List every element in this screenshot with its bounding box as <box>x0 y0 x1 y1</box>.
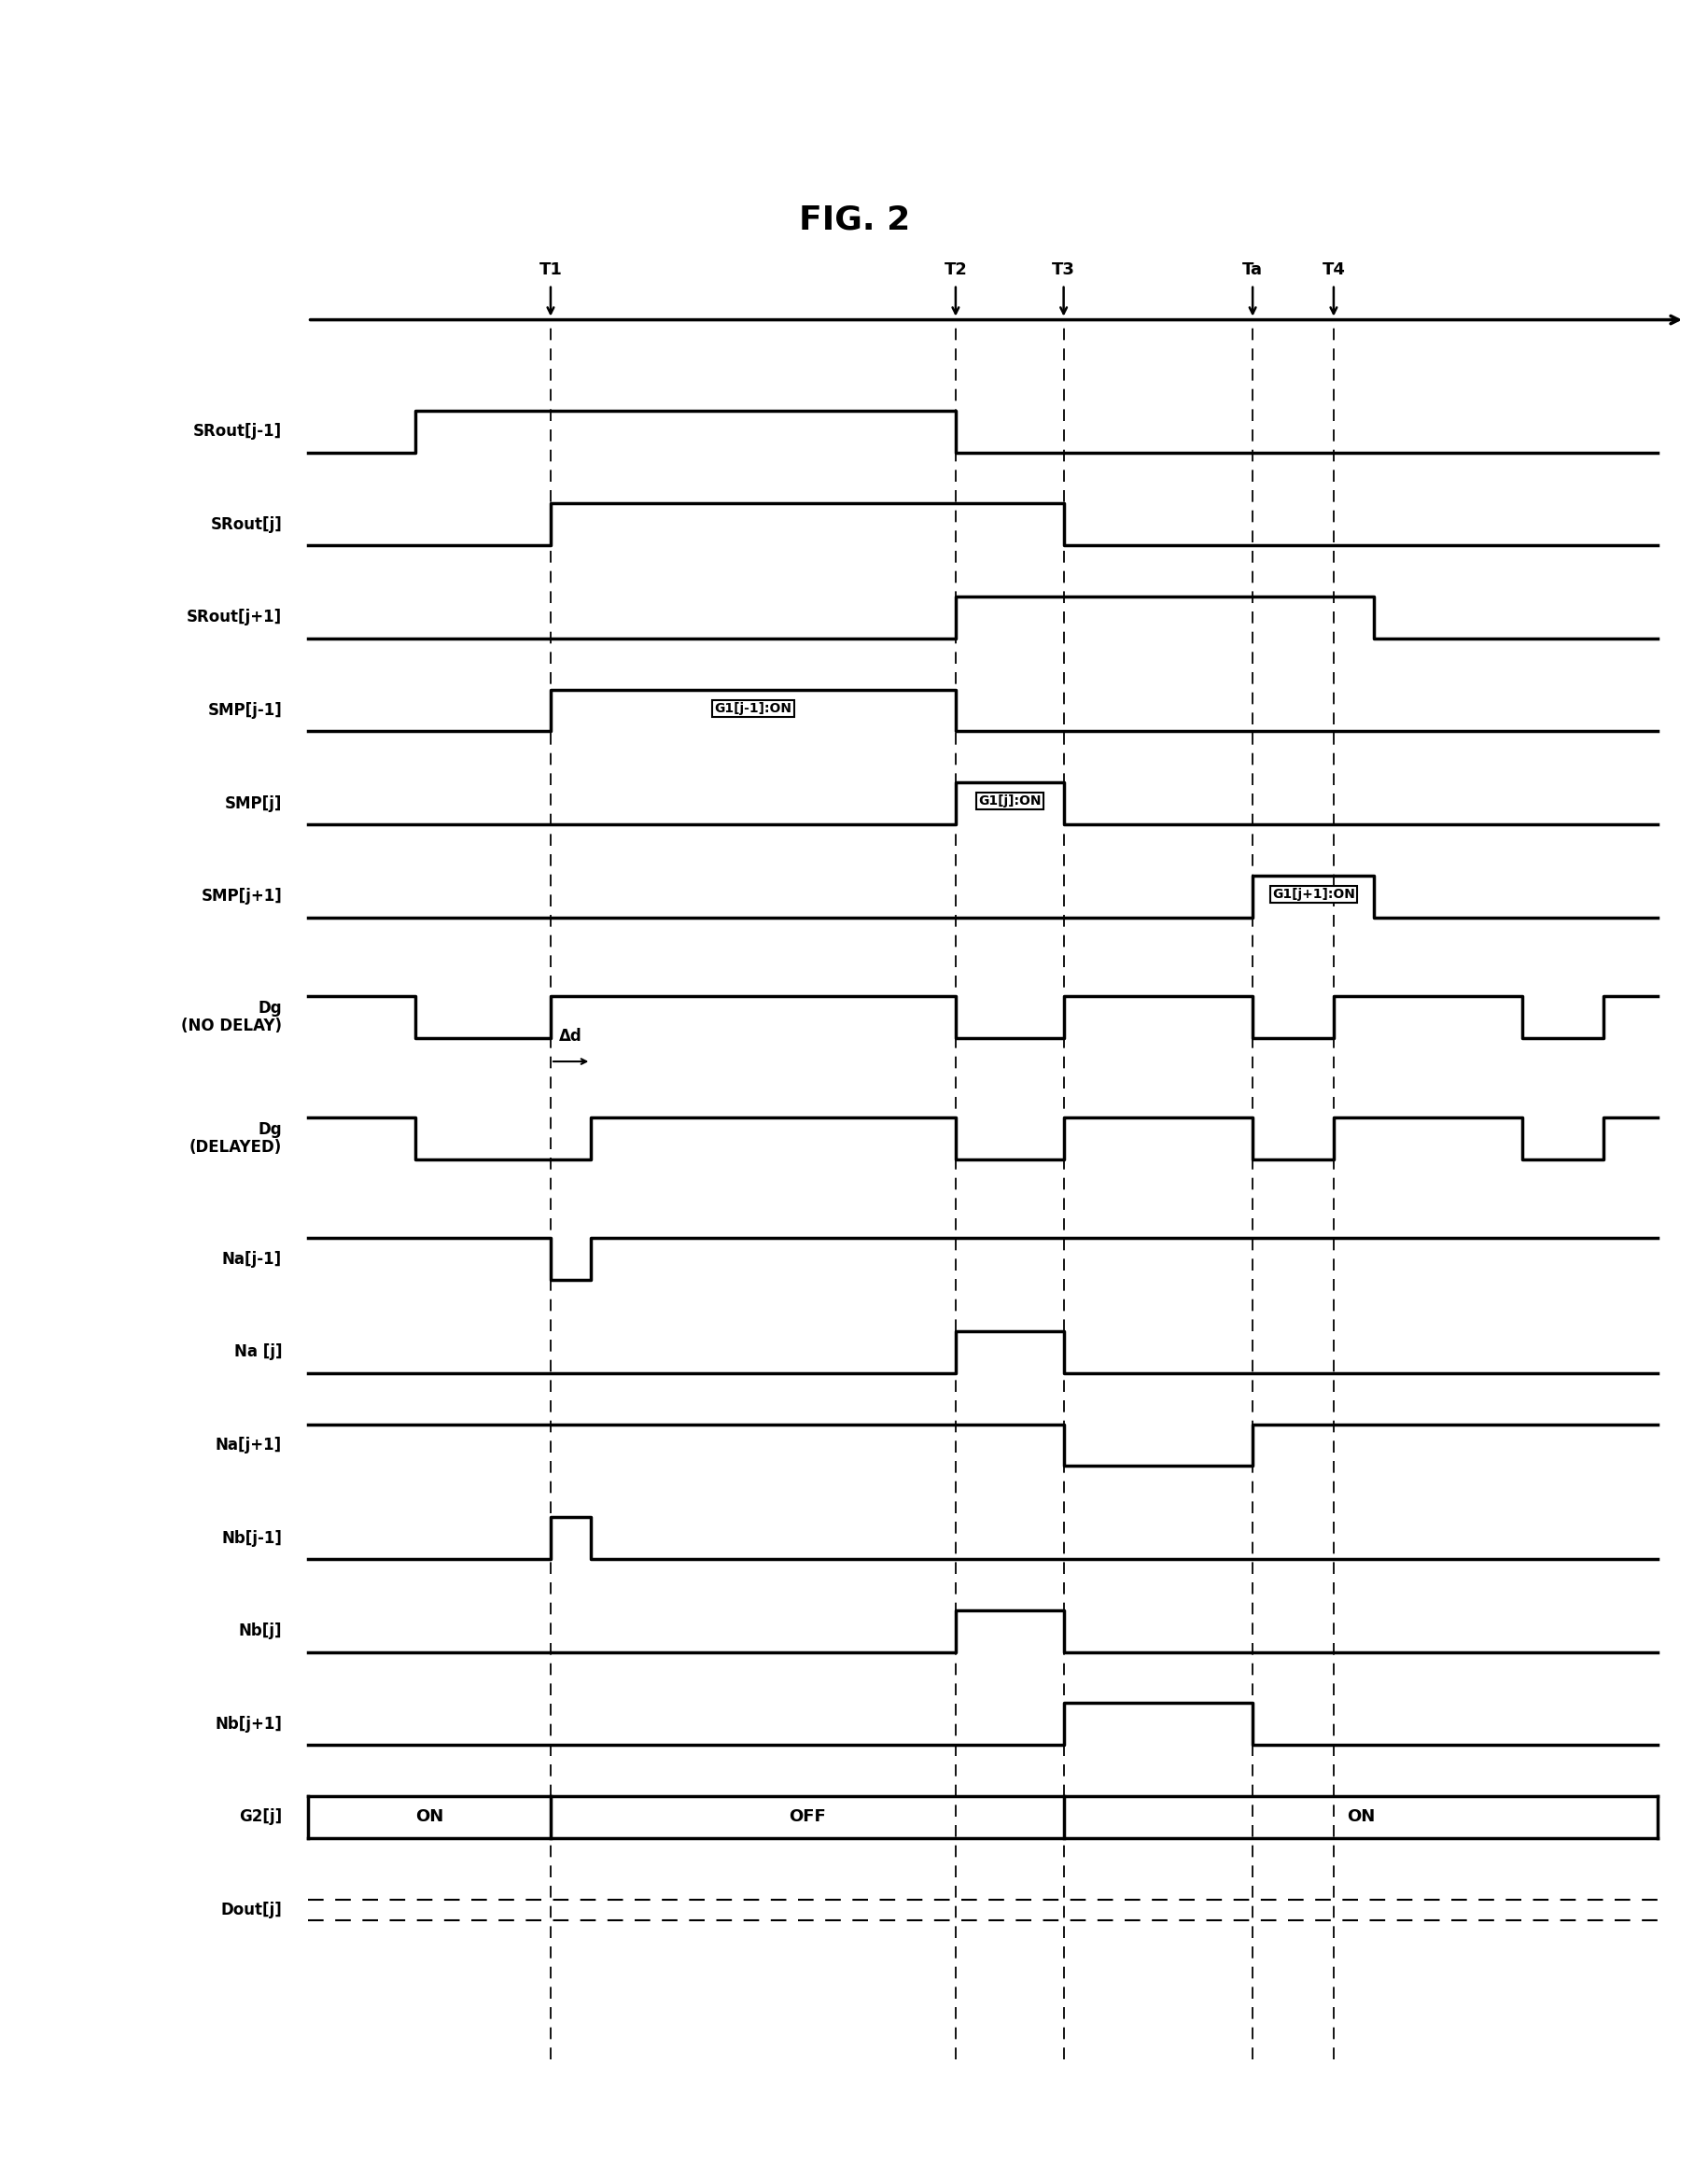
Text: Dg
(NO DELAY): Dg (NO DELAY) <box>181 999 282 1034</box>
Text: G2[j]: G2[j] <box>239 1809 282 1827</box>
Text: G1[j]:ON: G1[j]:ON <box>977 795 1040 808</box>
Text: SMP[j]: SMP[j] <box>224 795 282 812</box>
Text: Δd: Δd <box>559 1028 582 1045</box>
Text: OFF: OFF <box>787 1809 825 1827</box>
Text: Dout[j]: Dout[j] <box>220 1903 282 1918</box>
Text: Nb[j]: Nb[j] <box>239 1622 282 1639</box>
Text: SRout[j]: SRout[j] <box>210 516 282 533</box>
Text: G1[j+1]:ON: G1[j+1]:ON <box>1271 888 1354 901</box>
Text: SRout[j-1]: SRout[j-1] <box>193 422 282 440</box>
Text: SMP[j+1]: SMP[j+1] <box>202 888 282 906</box>
Text: ON: ON <box>1346 1809 1373 1827</box>
Text: T3: T3 <box>1052 261 1074 279</box>
Text: FIG. 2: FIG. 2 <box>798 205 910 235</box>
Text: Na [j]: Na [j] <box>234 1343 282 1361</box>
Text: Na[j-1]: Na[j-1] <box>222 1252 282 1267</box>
Text: Nb[j-1]: Nb[j-1] <box>222 1530 282 1546</box>
Text: G1[j-1]:ON: G1[j-1]:ON <box>714 701 791 714</box>
Text: Ta: Ta <box>1242 261 1262 279</box>
Text: Na[j+1]: Na[j+1] <box>215 1437 282 1454</box>
Text: Nb[j+1]: Nb[j+1] <box>215 1715 282 1733</box>
Text: T1: T1 <box>538 261 562 279</box>
Text: SRout[j+1]: SRout[j+1] <box>186 610 282 625</box>
Text: ON: ON <box>415 1809 442 1827</box>
Text: SMP[j-1]: SMP[j-1] <box>207 701 282 718</box>
Text: Dg
(DELAYED): Dg (DELAYED) <box>190 1121 282 1156</box>
Text: T4: T4 <box>1322 261 1344 279</box>
Text: T2: T2 <box>943 261 967 279</box>
